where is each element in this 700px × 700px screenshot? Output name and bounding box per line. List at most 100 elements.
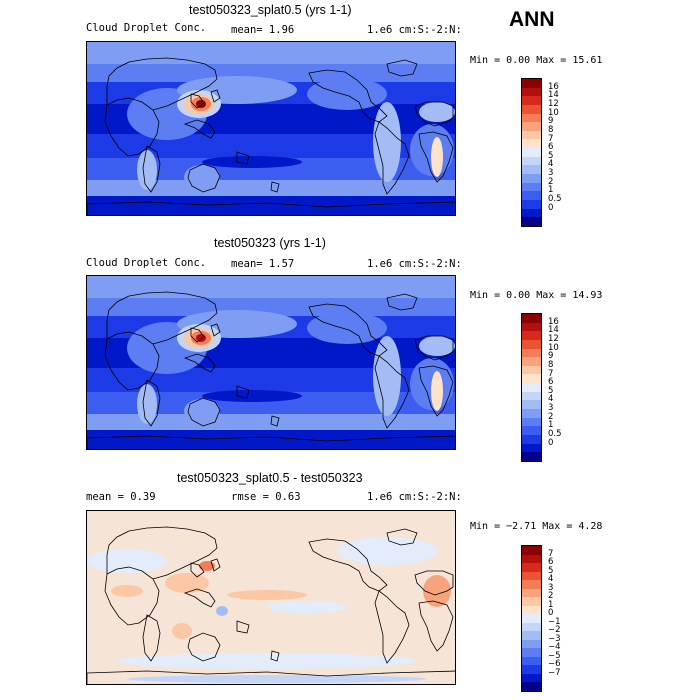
field-band	[87, 276, 455, 298]
coastline	[183, 353, 216, 373]
colorbar-swatch	[522, 174, 541, 183]
colorbar-level-label: 10	[548, 342, 559, 353]
colorbar-level-label: 12	[548, 333, 559, 344]
coastline	[386, 293, 418, 311]
colorbar-swatch	[522, 374, 541, 384]
panel-title: test050323 (yrs 1-1)	[214, 236, 326, 250]
coastline	[418, 131, 454, 183]
field-patch	[127, 675, 427, 683]
colorbar-swatch	[522, 409, 541, 418]
field-band	[87, 64, 455, 82]
coastline	[142, 145, 161, 193]
colorbar-level-label: 2	[548, 591, 554, 602]
coastline	[418, 365, 454, 417]
coastline	[87, 201, 455, 215]
colorbar-swatch	[522, 104, 541, 114]
colorbar-level-label: 7	[548, 133, 554, 144]
colorbar-level-label: −7	[548, 667, 561, 678]
colorbar-level-label: 0	[548, 437, 554, 448]
coastline	[270, 181, 280, 193]
colorbar-level-label: 4	[548, 394, 554, 405]
colorbar-swatch	[522, 331, 541, 340]
field-blob	[137, 384, 157, 424]
field-hotspot	[196, 100, 206, 108]
coastline	[104, 566, 160, 626]
colorbar-level-label: −4	[548, 642, 561, 653]
coastline	[183, 588, 216, 608]
field-patch	[216, 606, 228, 616]
colorbar-level-label: 2	[548, 411, 554, 422]
field-patch	[111, 585, 143, 597]
coastline	[142, 614, 161, 662]
colorbar-swatch	[522, 96, 541, 105]
colorbar-level-label: 8	[548, 124, 554, 135]
mean-label: mean = 0.39	[86, 491, 156, 503]
colorbar-level-label: −1	[548, 616, 561, 627]
coastline	[190, 93, 205, 109]
minmax-label: Min = 0.00 Max = 14.93	[470, 290, 603, 301]
coastline	[270, 650, 280, 662]
colorbar-swatch	[522, 546, 541, 555]
colorbar-swatch	[522, 314, 541, 323]
colorbar-swatch	[522, 165, 541, 175]
colorbar-swatch	[522, 426, 541, 435]
colorbar-swatch	[522, 199, 541, 209]
colorbar-level-label: 0.5	[548, 429, 562, 440]
colorbar-swatch	[522, 139, 541, 149]
colorbar-level-label: −2	[548, 625, 561, 636]
colorbar-level-label: 2	[548, 176, 554, 187]
colorbar-level-label: 14	[548, 325, 559, 336]
field-band	[87, 196, 455, 215]
season-label: ANN	[509, 8, 555, 31]
colorbar-swatch	[522, 191, 541, 200]
colorbar-level-label: −5	[548, 650, 561, 661]
colorbar-swatch	[522, 631, 541, 640]
colorbar-level-label: −6	[548, 659, 561, 670]
field-patch	[117, 653, 417, 669]
coastline	[104, 97, 160, 157]
coastline	[374, 121, 410, 195]
field-blob	[184, 165, 220, 189]
coastline	[210, 323, 221, 337]
field-blob	[419, 102, 455, 122]
coastline	[87, 670, 455, 684]
colorbar-level-label: 3	[548, 582, 554, 593]
coastline	[414, 101, 454, 127]
colorbar-swatch	[522, 622, 541, 632]
field-patch	[227, 590, 307, 600]
field-patch	[172, 623, 192, 639]
field-blob	[431, 371, 443, 411]
field-patch	[423, 575, 451, 607]
colorbar-swatch	[522, 563, 541, 572]
colorbar-swatch	[522, 597, 541, 606]
colorbar-swatch	[522, 79, 541, 88]
colorbar-level-label: 3	[548, 168, 554, 179]
coastline	[142, 379, 161, 427]
colorbar-level-label: 8	[548, 359, 554, 370]
map-svg	[87, 42, 455, 215]
field-blob	[373, 102, 401, 182]
colorbar-swatch	[522, 452, 541, 461]
colorbar-level-label: 5	[548, 150, 554, 161]
colorbar-level-label: 0.5	[548, 194, 562, 205]
colorbar	[521, 313, 542, 462]
field-blob	[202, 390, 302, 402]
map-plot	[86, 275, 456, 450]
field-patch	[337, 537, 437, 565]
field-patch	[267, 601, 347, 613]
colorbar-level-label: 5	[548, 385, 554, 396]
colorbar-level-label: 0	[548, 202, 554, 213]
colorbar-swatch	[522, 580, 541, 589]
colorbar-level-label: 16	[548, 81, 559, 92]
colorbar-swatch	[522, 434, 541, 444]
coastline	[386, 59, 418, 77]
coastline	[414, 335, 454, 361]
colorbar-level-label: 12	[548, 98, 559, 109]
panel-title: test050323_splat0.5 - test050323	[177, 471, 363, 485]
colorbar-swatch	[522, 656, 541, 666]
field-band	[87, 392, 455, 414]
colorbar-level-label: 7	[548, 548, 554, 559]
colorbar-swatch	[522, 391, 541, 401]
colorbar-level-label: 1	[548, 599, 554, 610]
field-blob	[137, 150, 157, 190]
